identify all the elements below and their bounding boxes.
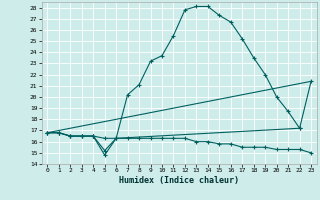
X-axis label: Humidex (Indice chaleur): Humidex (Indice chaleur) <box>119 176 239 185</box>
